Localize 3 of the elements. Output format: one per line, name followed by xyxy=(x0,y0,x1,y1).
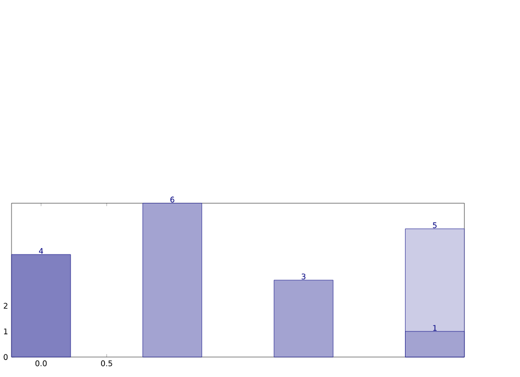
bar xyxy=(11,254,71,358)
bar xyxy=(274,280,334,358)
bar xyxy=(142,202,202,358)
